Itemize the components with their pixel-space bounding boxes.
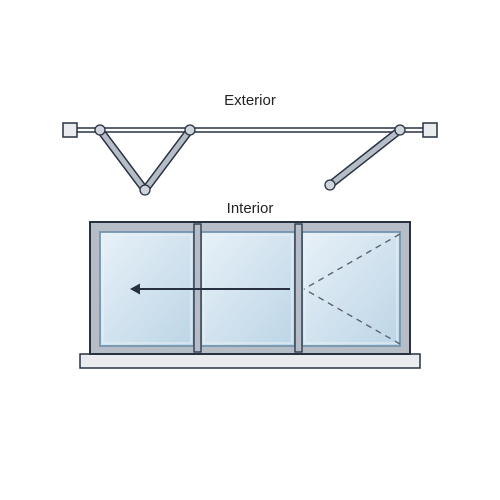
label-interior: Interior bbox=[0, 200, 500, 217]
top-view bbox=[63, 123, 437, 195]
elevation-view bbox=[80, 222, 420, 368]
window-diagram-svg bbox=[0, 0, 500, 500]
label-exterior: Exterior bbox=[0, 92, 500, 109]
diagram-stage: Exterior Interior bbox=[0, 0, 500, 500]
